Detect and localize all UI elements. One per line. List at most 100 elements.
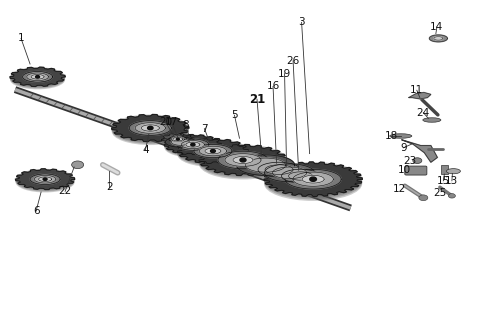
Ellipse shape bbox=[10, 68, 65, 87]
Ellipse shape bbox=[10, 70, 65, 89]
Polygon shape bbox=[177, 139, 209, 150]
Text: 21: 21 bbox=[249, 93, 265, 106]
Text: 4: 4 bbox=[142, 145, 149, 156]
Text: 2: 2 bbox=[106, 182, 113, 192]
Text: 1: 1 bbox=[18, 33, 25, 44]
Polygon shape bbox=[181, 140, 204, 149]
Polygon shape bbox=[186, 142, 200, 147]
Circle shape bbox=[448, 194, 455, 198]
Polygon shape bbox=[233, 156, 253, 164]
Polygon shape bbox=[194, 144, 232, 158]
Polygon shape bbox=[265, 164, 315, 182]
Text: 8: 8 bbox=[182, 120, 189, 131]
Ellipse shape bbox=[164, 135, 221, 155]
Ellipse shape bbox=[161, 133, 194, 145]
Ellipse shape bbox=[112, 117, 189, 144]
Ellipse shape bbox=[112, 118, 189, 145]
Circle shape bbox=[148, 126, 153, 130]
Polygon shape bbox=[429, 35, 447, 42]
Circle shape bbox=[413, 158, 422, 164]
Text: 6: 6 bbox=[33, 206, 40, 216]
Circle shape bbox=[36, 76, 40, 78]
Circle shape bbox=[210, 149, 215, 153]
Text: 15: 15 bbox=[437, 176, 450, 186]
Bar bbox=[441, 165, 448, 174]
Ellipse shape bbox=[390, 134, 412, 138]
Text: 14: 14 bbox=[430, 22, 443, 32]
Polygon shape bbox=[285, 169, 341, 189]
Circle shape bbox=[176, 138, 179, 140]
Polygon shape bbox=[402, 140, 437, 162]
Ellipse shape bbox=[161, 135, 194, 146]
Ellipse shape bbox=[10, 69, 65, 88]
Polygon shape bbox=[199, 146, 226, 156]
Polygon shape bbox=[164, 135, 221, 155]
Text: 22: 22 bbox=[59, 186, 72, 196]
Text: 24: 24 bbox=[417, 108, 430, 118]
Ellipse shape bbox=[177, 141, 248, 166]
Polygon shape bbox=[258, 162, 300, 177]
Polygon shape bbox=[171, 139, 189, 145]
Polygon shape bbox=[177, 139, 248, 164]
Polygon shape bbox=[205, 148, 221, 154]
Polygon shape bbox=[199, 145, 287, 175]
Text: 9: 9 bbox=[400, 143, 407, 153]
Polygon shape bbox=[245, 158, 286, 172]
Polygon shape bbox=[31, 75, 44, 79]
Text: 5: 5 bbox=[231, 110, 238, 120]
Text: 26: 26 bbox=[287, 56, 300, 66]
Ellipse shape bbox=[423, 118, 441, 122]
Polygon shape bbox=[129, 121, 171, 135]
Text: 10: 10 bbox=[398, 165, 411, 175]
Polygon shape bbox=[282, 169, 320, 183]
Polygon shape bbox=[409, 92, 431, 99]
Ellipse shape bbox=[161, 135, 194, 147]
Ellipse shape bbox=[10, 67, 65, 86]
Polygon shape bbox=[434, 37, 443, 40]
Ellipse shape bbox=[446, 169, 460, 174]
Ellipse shape bbox=[16, 169, 75, 189]
Polygon shape bbox=[293, 172, 333, 186]
Polygon shape bbox=[273, 167, 307, 179]
Polygon shape bbox=[289, 172, 313, 180]
Polygon shape bbox=[34, 175, 56, 183]
Text: 25: 25 bbox=[433, 188, 446, 198]
Polygon shape bbox=[23, 72, 53, 82]
Ellipse shape bbox=[199, 146, 287, 177]
Polygon shape bbox=[30, 174, 60, 184]
Ellipse shape bbox=[264, 164, 362, 198]
Circle shape bbox=[191, 143, 195, 146]
Text: 17: 17 bbox=[165, 116, 178, 127]
Polygon shape bbox=[39, 177, 52, 181]
Polygon shape bbox=[16, 169, 75, 189]
Ellipse shape bbox=[177, 139, 248, 164]
Polygon shape bbox=[165, 137, 195, 147]
Polygon shape bbox=[141, 125, 159, 131]
Polygon shape bbox=[135, 123, 165, 133]
Polygon shape bbox=[171, 137, 184, 141]
Text: 7: 7 bbox=[201, 124, 208, 134]
Polygon shape bbox=[27, 73, 49, 81]
Circle shape bbox=[240, 158, 246, 162]
Text: 13: 13 bbox=[445, 176, 458, 186]
Ellipse shape bbox=[16, 171, 75, 191]
Circle shape bbox=[72, 161, 84, 169]
Polygon shape bbox=[161, 133, 194, 145]
Polygon shape bbox=[173, 138, 183, 141]
Text: 3: 3 bbox=[298, 17, 305, 28]
Ellipse shape bbox=[177, 142, 248, 167]
Ellipse shape bbox=[264, 166, 362, 201]
Ellipse shape bbox=[199, 147, 287, 178]
Ellipse shape bbox=[264, 162, 362, 196]
Polygon shape bbox=[265, 165, 293, 174]
FancyBboxPatch shape bbox=[405, 166, 427, 175]
Ellipse shape bbox=[16, 170, 75, 190]
Text: 19: 19 bbox=[278, 68, 291, 79]
Ellipse shape bbox=[164, 137, 221, 156]
Ellipse shape bbox=[264, 165, 362, 199]
Ellipse shape bbox=[199, 148, 287, 180]
Polygon shape bbox=[236, 155, 295, 175]
Text: 11: 11 bbox=[410, 85, 423, 95]
Polygon shape bbox=[169, 136, 187, 142]
Polygon shape bbox=[112, 115, 189, 141]
